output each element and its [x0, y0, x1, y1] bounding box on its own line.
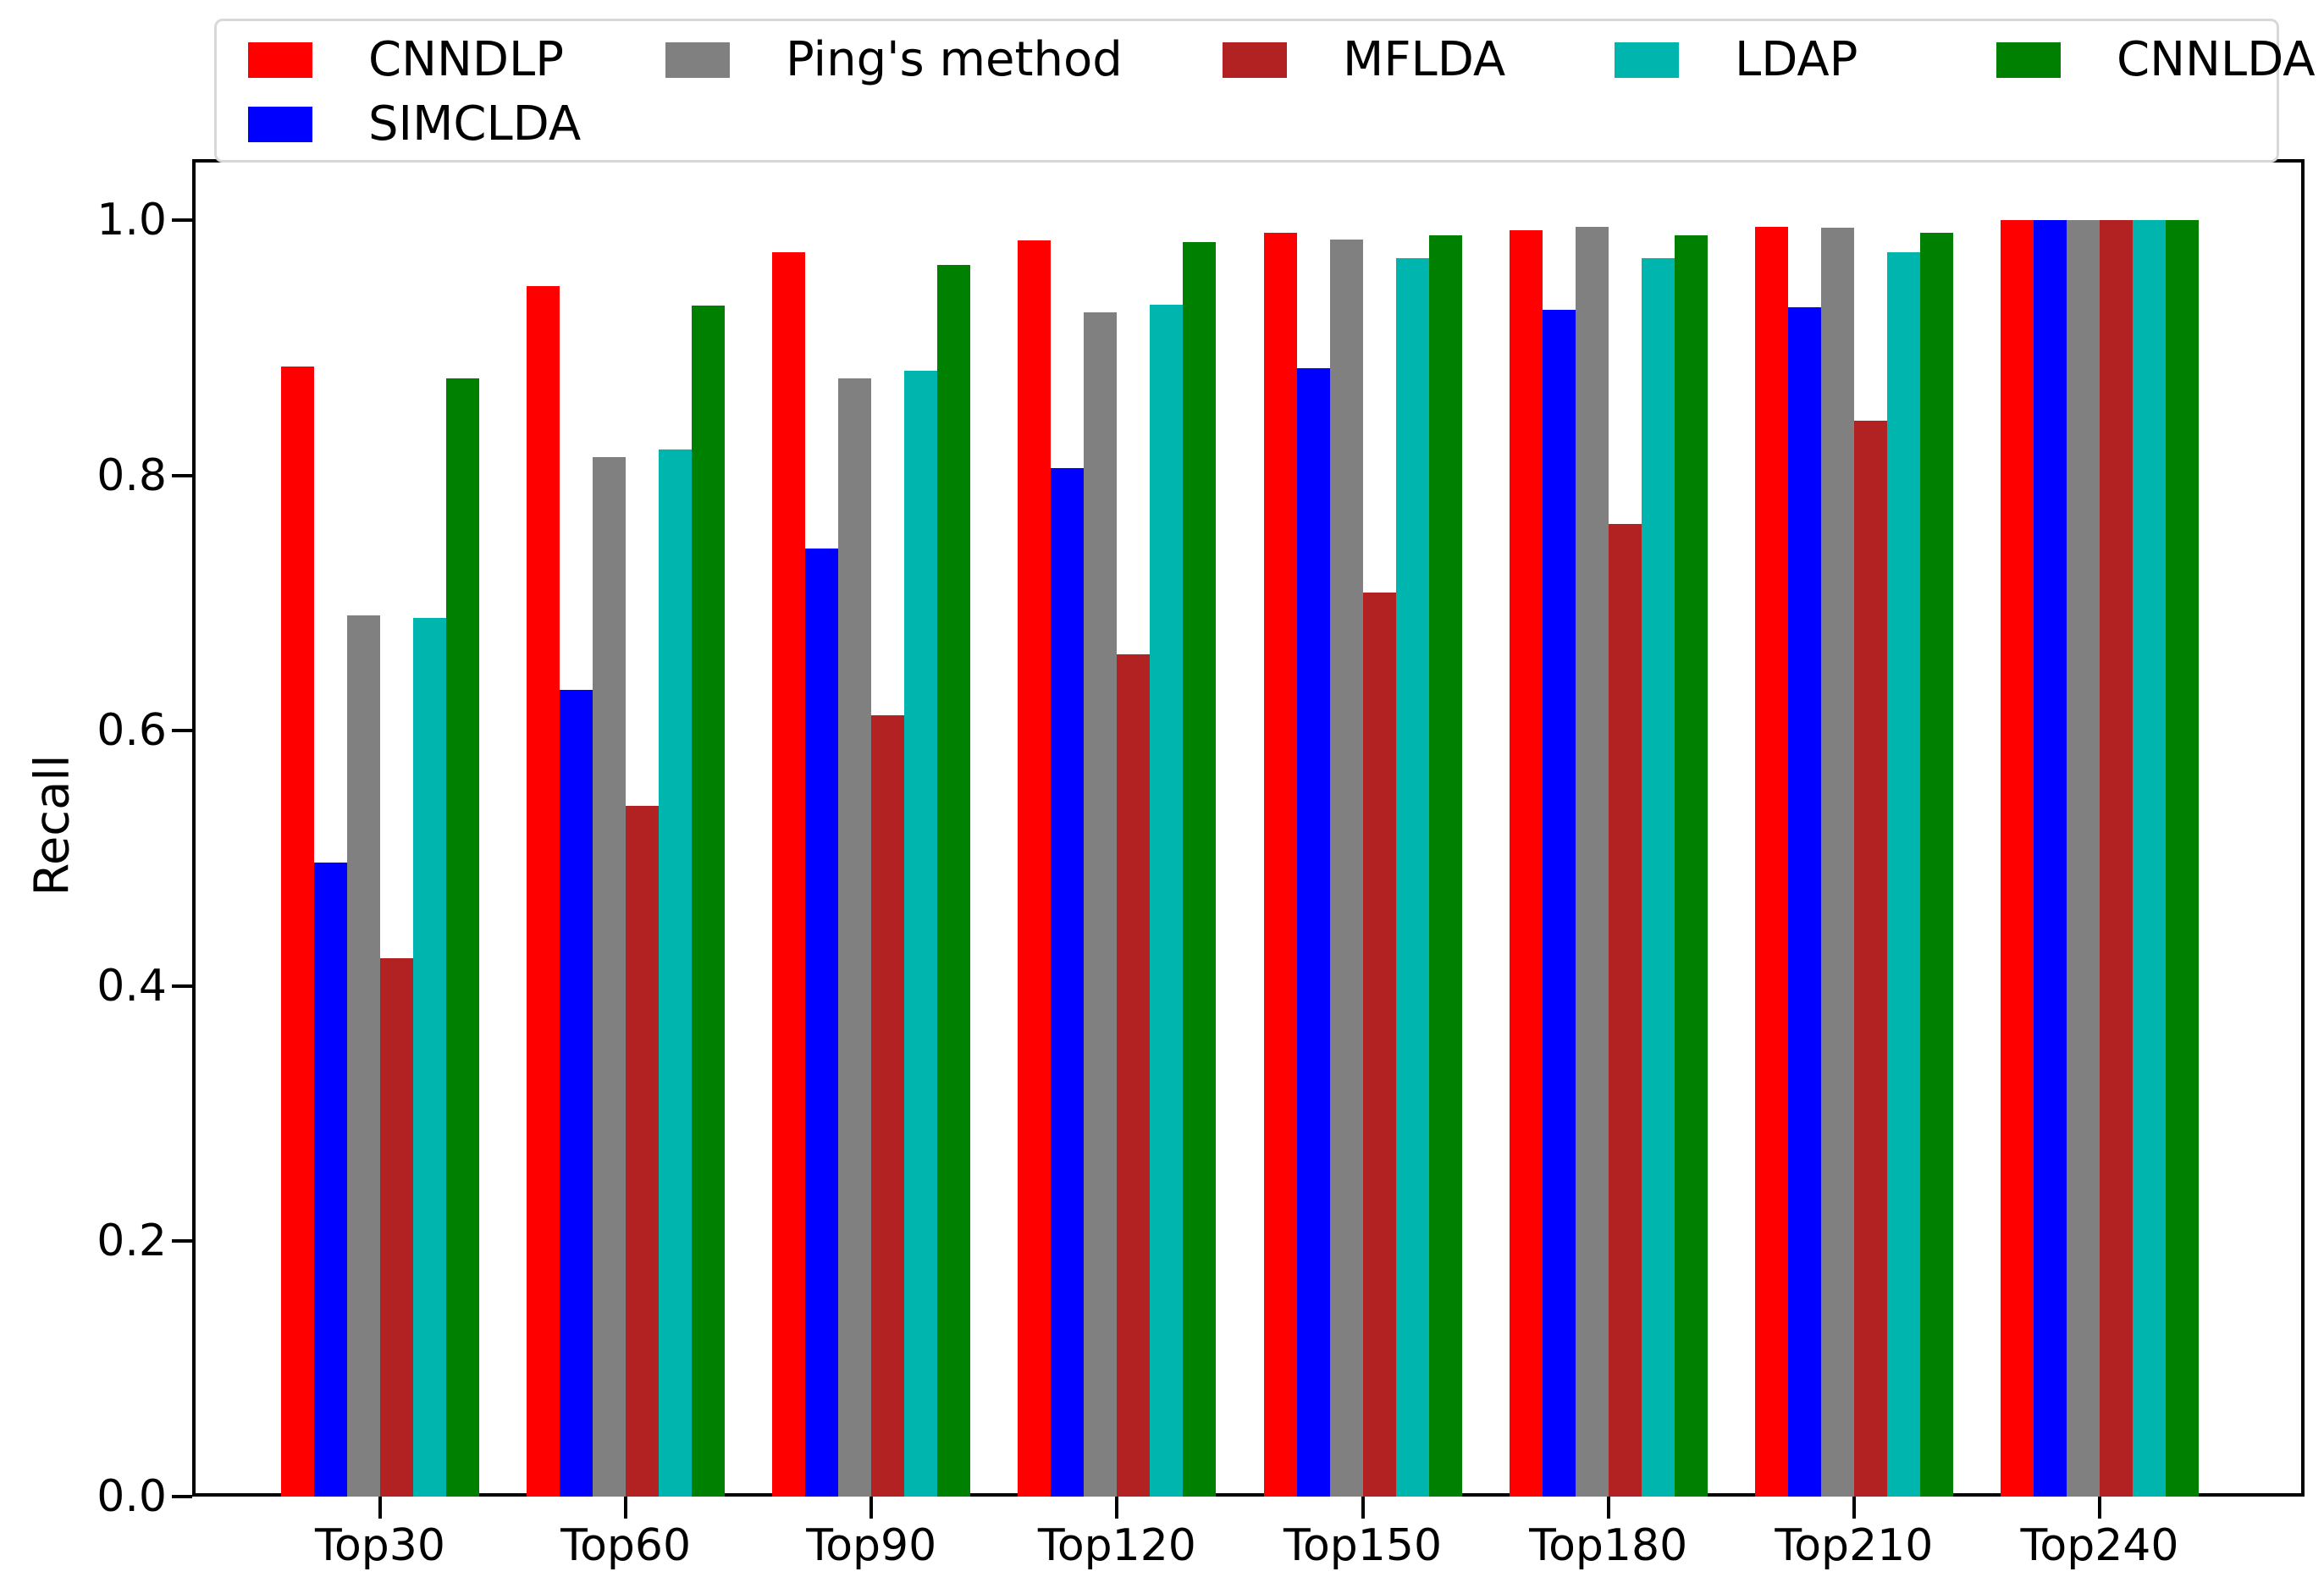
bar-cnnlda-top150	[1428, 235, 1462, 1497]
y-tick-label: 0.2	[97, 1216, 167, 1267]
legend-swatch-pings-method-icon	[665, 42, 730, 78]
bar-mflda-top120	[1117, 653, 1151, 1497]
legend-item-ldap: LDAP	[1615, 32, 1858, 87]
legend-label-cnndlp: CNNDLP	[368, 32, 564, 87]
legend-swatch-cnnlda-icon	[1996, 42, 2061, 78]
x-tick-mark	[378, 1497, 382, 1519]
bar-ldap-top180	[1641, 258, 1675, 1497]
y-tick-label: 0.4	[97, 960, 167, 1012]
bar-cnndlp-top90	[772, 251, 806, 1497]
legend-item-pings-method: Ping's method	[665, 32, 1123, 87]
y-tick-mark	[172, 1239, 192, 1243]
bar-ldap-top120	[1150, 304, 1184, 1497]
bar-ping-s-method-top60	[593, 457, 627, 1497]
legend-label-mflda: MFLDA	[1343, 32, 1506, 87]
bar-ldap-top210	[1886, 251, 1920, 1497]
bar-cnndlp-top210	[1754, 226, 1788, 1497]
bar-mflda-top90	[871, 715, 905, 1497]
legend-label-simclda: SIMCLDA	[368, 96, 582, 152]
x-tick-mark	[2097, 1497, 2101, 1519]
y-tick-mark	[172, 984, 192, 988]
legend-label-cnnlda: CNNLDA	[2117, 32, 2316, 87]
bar-cnndlp-top180	[1509, 230, 1543, 1497]
bar-mflda-top60	[626, 806, 660, 1497]
bar-mflda-top240	[2099, 220, 2133, 1497]
x-tick-label: Top30	[315, 1520, 445, 1571]
bar-cnnlda-top90	[937, 264, 971, 1497]
bar-ping-s-method-top210	[1820, 228, 1854, 1497]
bar-mflda-top150	[1362, 593, 1396, 1497]
y-tick-label: 0.0	[97, 1471, 167, 1522]
x-tick-mark	[624, 1497, 628, 1519]
bar-ping-s-method-top180	[1575, 226, 1609, 1497]
bar-ping-s-method-top150	[1329, 239, 1363, 1497]
bar-simclda-top180	[1542, 309, 1576, 1497]
bar-cnndlp-top60	[527, 286, 560, 1497]
bar-cnnlda-top180	[1674, 235, 1708, 1497]
x-tick-label: Top60	[560, 1520, 692, 1571]
legend-item-cnnlda: CNNLDA	[1996, 32, 2316, 87]
x-tick-mark	[1606, 1497, 1610, 1519]
x-tick-mark	[1852, 1497, 1856, 1519]
bar-mflda-top180	[1608, 523, 1642, 1497]
legend-swatch-cnndlp-icon	[248, 42, 312, 78]
y-tick-mark	[172, 729, 192, 733]
x-tick-label: Top120	[1037, 1520, 1196, 1571]
bar-mflda-top30	[380, 957, 413, 1497]
bar-simclda-top120	[1051, 467, 1085, 1497]
legend-label-ldap: LDAP	[1735, 32, 1858, 87]
x-tick-label: Top90	[806, 1520, 937, 1571]
bar-cnnlda-top30	[446, 378, 479, 1497]
bar-cnnlda-top210	[1919, 233, 1953, 1497]
bar-cnnlda-top120	[1183, 241, 1217, 1497]
y-axis-title: Recall	[25, 754, 80, 896]
bar-simclda-top60	[560, 689, 593, 1497]
legend: CNNDLP SIMCLDA Ping's method MFLDA LDAP …	[214, 19, 2316, 163]
y-tick-label: 0.6	[97, 705, 167, 757]
bar-simclda-top90	[805, 548, 839, 1497]
y-tick-mark	[172, 473, 192, 477]
legend-item-cnndlp: CNNDLP	[248, 32, 564, 87]
x-tick-mark	[1115, 1497, 1119, 1519]
legend-item-mflda: MFLDA	[1223, 32, 1506, 87]
bar-ldap-top90	[904, 370, 938, 1497]
bar-ping-s-method-top90	[838, 378, 872, 1497]
x-tick-mark	[869, 1497, 874, 1519]
plot-area	[192, 159, 2305, 1497]
x-tick-mark	[1361, 1497, 1365, 1519]
y-tick-label: 1.0	[97, 195, 167, 245]
bar-simclda-top240	[2033, 220, 2067, 1497]
bar-cnndlp-top150	[1263, 233, 1297, 1497]
bar-ldap-top60	[659, 449, 693, 1497]
bar-ldap-top30	[413, 618, 446, 1497]
bar-simclda-top210	[1787, 306, 1821, 1497]
x-tick-label: Top180	[1529, 1520, 1688, 1571]
bar-ldap-top240	[2132, 220, 2166, 1497]
bar-ldap-top150	[1395, 258, 1429, 1497]
bar-cnnlda-top60	[692, 306, 726, 1497]
bar-cnndlp-top120	[1018, 240, 1052, 1497]
bar-ping-s-method-top120	[1084, 312, 1118, 1497]
bar-simclda-top30	[314, 862, 347, 1497]
x-tick-label: Top240	[2020, 1520, 2179, 1571]
bar-cnndlp-top240	[2000, 220, 2034, 1497]
y-tick-mark	[172, 1495, 192, 1498]
legend-item-simclda: SIMCLDA	[248, 96, 582, 152]
y-tick-label: 0.8	[97, 449, 167, 501]
bar-simclda-top150	[1296, 367, 1330, 1497]
legend-swatch-mflda-icon	[1223, 42, 1287, 78]
legend-swatch-ldap-icon	[1615, 42, 1679, 78]
bar-ping-s-method-top30	[347, 615, 380, 1497]
bar-ping-s-method-top240	[2066, 220, 2100, 1497]
bar-cnnlda-top240	[2165, 220, 2199, 1497]
bar-cnndlp-top30	[281, 367, 314, 1497]
bar-mflda-top210	[1853, 420, 1887, 1497]
x-tick-label: Top210	[1775, 1520, 1934, 1571]
x-tick-label: Top150	[1283, 1520, 1443, 1571]
legend-swatch-simclda-icon	[248, 107, 312, 142]
legend-label-pings-method: Ping's method	[786, 32, 1123, 87]
y-tick-mark	[172, 218, 192, 222]
